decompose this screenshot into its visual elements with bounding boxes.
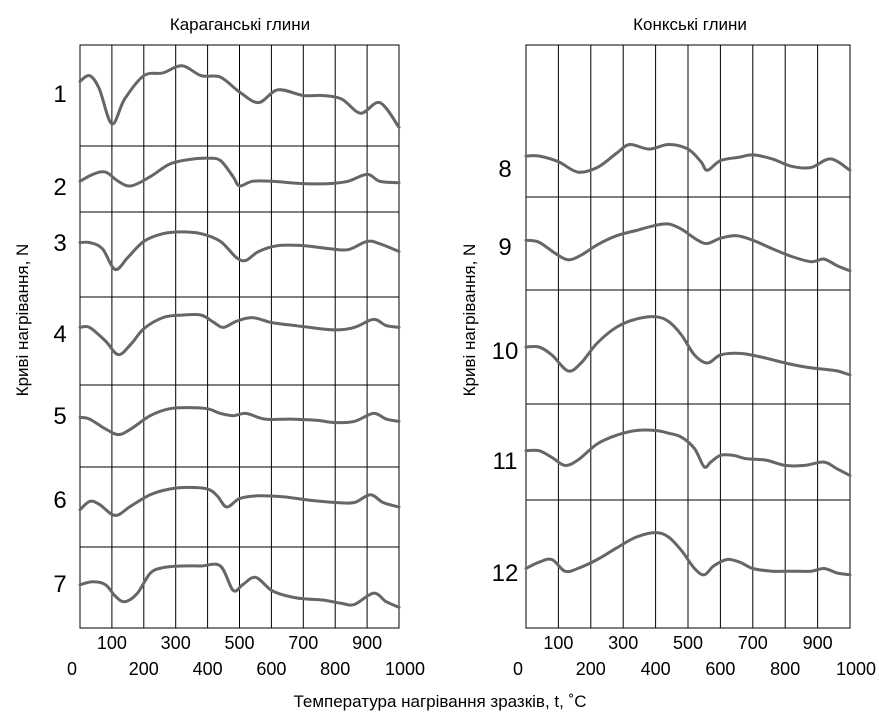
heating-curve-10 — [524, 315, 852, 377]
x-tick-label: 0 — [67, 659, 77, 679]
panel-title: Конкські глини — [633, 15, 747, 34]
heating-curve-7 — [78, 562, 401, 609]
x-tick-label: 200 — [129, 659, 159, 679]
x-tick-label: 500 — [673, 633, 703, 653]
x-tick-label: 700 — [738, 633, 768, 653]
heating-curve-4 — [78, 312, 401, 357]
x-tick-label: 0 — [513, 659, 523, 679]
x-tick-label: 500 — [224, 633, 254, 653]
y-axis-label: Криві нагрівання, N — [13, 244, 32, 397]
x-tick-label: 300 — [161, 633, 191, 653]
x-tick-label: 100 — [543, 633, 573, 653]
curve-number-label: 5 — [53, 403, 66, 430]
panel-karagan: Караганські глини Криві нагрівання, N 100 3… — [13, 15, 425, 679]
x-tick-label: 1000 — [836, 659, 876, 679]
y-axis-label: Криві нагрівання, N — [460, 244, 479, 397]
x-tick-label: 800 — [770, 659, 800, 679]
curve-number-label: 11 — [493, 448, 518, 475]
curve-number-label: 9 — [498, 234, 511, 261]
heating-curve-2 — [78, 156, 401, 188]
curve-number-label: 10 — [492, 338, 519, 365]
curve-number-label: 2 — [53, 174, 66, 201]
x-tick-label: 700 — [288, 633, 318, 653]
x-tick-label: 200 — [576, 659, 606, 679]
x-tick-label: 400 — [193, 659, 223, 679]
heating-curve-3 — [78, 230, 401, 272]
panel-title: Караганські глини — [170, 15, 310, 34]
heating-curve-12 — [524, 531, 852, 577]
x-tick-label: 400 — [641, 659, 671, 679]
curve-number-label: 6 — [53, 487, 66, 514]
x-tick-label: 1000 — [385, 659, 425, 679]
x-tick-label: 800 — [320, 659, 350, 679]
curve-number-label: 7 — [53, 571, 66, 598]
heating-curve-6 — [78, 485, 401, 517]
curve-number-label: 8 — [498, 156, 511, 183]
curve-number-label: 4 — [53, 321, 66, 348]
heating-curve-9 — [524, 222, 852, 273]
x-axis-label: Температура нагрівання зразків, t, ˚С — [293, 692, 586, 711]
x-tick-label: 100 — [97, 633, 127, 653]
x-tick-label: 600 — [705, 659, 735, 679]
heating-curve-5 — [78, 406, 401, 437]
curve-number-label: 3 — [53, 230, 66, 257]
x-tick-label: 600 — [256, 659, 286, 679]
curve-number-label: 1 — [53, 81, 66, 108]
heating-curve-11 — [524, 428, 852, 477]
x-tick-label: 900 — [352, 633, 382, 653]
heating-curve-1 — [78, 64, 401, 129]
curve-number-label: 12 — [492, 560, 519, 587]
heating-curve-8 — [524, 142, 852, 174]
x-tick-label: 900 — [803, 633, 833, 653]
x-tick-label: 300 — [608, 633, 638, 653]
